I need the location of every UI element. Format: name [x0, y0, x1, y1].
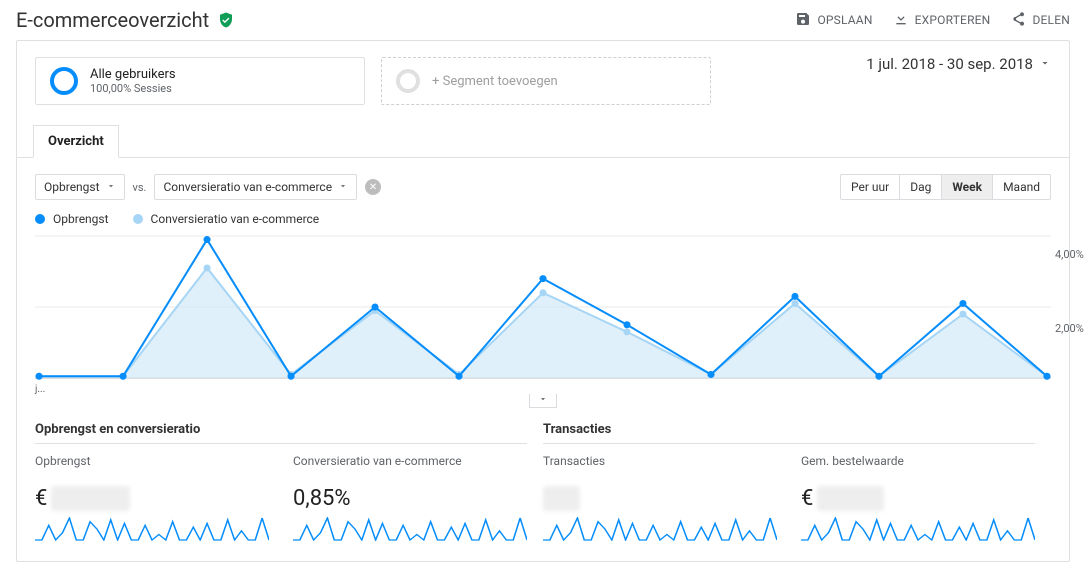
section-title-right: Transacties	[543, 422, 1035, 444]
y-axis-label: 2,00%	[1055, 322, 1084, 335]
date-range-label: 1 jul. 2018 - 30 sep. 2018	[866, 55, 1033, 73]
primary-metric-select[interactable]: Opbrengst	[35, 174, 125, 200]
section-title-left: Opbrengst en conversieratio	[35, 422, 527, 444]
save-button[interactable]: OPSLAAN	[795, 11, 872, 30]
vs-label: vs.	[133, 181, 147, 194]
time-week-button[interactable]: Week	[941, 175, 992, 199]
chevron-down-icon	[106, 180, 116, 194]
metric-prefix: €	[801, 486, 813, 511]
share-icon	[1010, 11, 1026, 30]
chart-expander-button[interactable]	[529, 394, 557, 408]
save-label: OPSLAAN	[817, 13, 872, 27]
legend-primary-dot-icon	[35, 214, 45, 224]
tab-overview[interactable]: Overzicht	[33, 125, 119, 158]
metric-opbrengst: Opbrengst € 0000,00	[35, 454, 269, 545]
metric-label: Gem. bestelwaarde	[801, 454, 1035, 482]
time-granularity-toggle: Per uur Dag Week Maand	[840, 174, 1051, 200]
main-chart: 4,00%2,00% j...	[35, 232, 1051, 395]
sparkline	[543, 511, 777, 545]
verified-shield-icon	[217, 11, 235, 29]
legend-primary-label: Opbrengst	[53, 212, 109, 226]
close-icon: ✕	[369, 182, 377, 193]
metric-value-redacted: 0000,00	[51, 486, 130, 511]
primary-metric-label: Opbrengst	[44, 180, 100, 194]
metrics-row: Opbrengst en conversieratio Opbrengst € …	[35, 422, 1051, 545]
legend-primary: Opbrengst	[35, 212, 109, 226]
tabs: Overzicht	[17, 125, 1069, 158]
page-title: E-commerceoverzicht	[16, 8, 209, 32]
segment-circle-icon	[50, 67, 78, 95]
segment-title: Alle gebruikers	[90, 67, 176, 82]
clear-secondary-metric-button[interactable]: ✕	[365, 179, 381, 195]
time-day-button[interactable]: Dag	[899, 175, 941, 199]
chevron-down-icon	[538, 393, 548, 408]
time-month-button[interactable]: Maand	[992, 175, 1050, 199]
metric-label: Conversieratio van e-commerce	[293, 454, 527, 482]
share-label: DELEN	[1032, 13, 1070, 27]
metric-conversieratio: Conversieratio van e-commerce 0,85%	[293, 454, 527, 545]
legend-secondary: Conversieratio van e-commerce	[133, 212, 320, 226]
secondary-metric-label: Conversieratio van e-commerce	[163, 180, 332, 194]
legend-secondary-label: Conversieratio van e-commerce	[151, 212, 320, 226]
x-axis-first-label: j...	[35, 384, 1051, 395]
metric-label: Transacties	[543, 454, 777, 482]
sparkline	[293, 511, 527, 545]
add-segment-label: + Segment toevoegen	[432, 74, 558, 89]
download-icon	[893, 11, 909, 30]
metric-value-redacted: 000	[543, 486, 580, 511]
controls-row: Opbrengst vs. Conversieratio van e-comme…	[35, 174, 1051, 200]
metric-label: Opbrengst	[35, 454, 269, 482]
metric-value-redacted: 000,00	[817, 486, 883, 511]
add-segment-button[interactable]: + Segment toevoegen	[381, 57, 711, 105]
metric-transacties: Transacties 000	[543, 454, 777, 545]
export-button[interactable]: EXPORTEREN	[893, 11, 991, 30]
y-axis-label: 4,00%	[1055, 248, 1084, 261]
export-label: EXPORTEREN	[915, 13, 991, 27]
sparkline	[801, 511, 1035, 545]
time-hour-button[interactable]: Per uur	[841, 175, 899, 199]
page-header: E-commerceoverzicht OPSLAAN EXPORTEREN D…	[0, 0, 1086, 40]
secondary-metric-select[interactable]: Conversieratio van e-commerce	[154, 174, 357, 200]
chevron-down-icon	[338, 180, 348, 194]
save-icon	[795, 11, 811, 30]
segment-subtitle: 100,00% Sessies	[90, 82, 176, 95]
sparkline	[35, 511, 269, 545]
metric-prefix: €	[35, 486, 47, 511]
segment-placeholder-circle-icon	[396, 69, 420, 93]
share-button[interactable]: DELEN	[1010, 11, 1070, 30]
main-panel: 1 jul. 2018 - 30 sep. 2018 Alle gebruike…	[16, 40, 1070, 562]
chevron-down-icon	[1039, 55, 1051, 73]
legend-secondary-dot-icon	[133, 214, 143, 224]
chart-legend: Opbrengst Conversieratio van e-commerce	[35, 212, 1051, 226]
metric-value: 0,85%	[293, 486, 351, 511]
segment-all-users[interactable]: Alle gebruikers 100,00% Sessies	[35, 57, 365, 105]
metric-gem-bestelwaarde: Gem. bestelwaarde € 000,00	[801, 454, 1035, 545]
date-range-picker[interactable]: 1 jul. 2018 - 30 sep. 2018	[866, 55, 1051, 73]
